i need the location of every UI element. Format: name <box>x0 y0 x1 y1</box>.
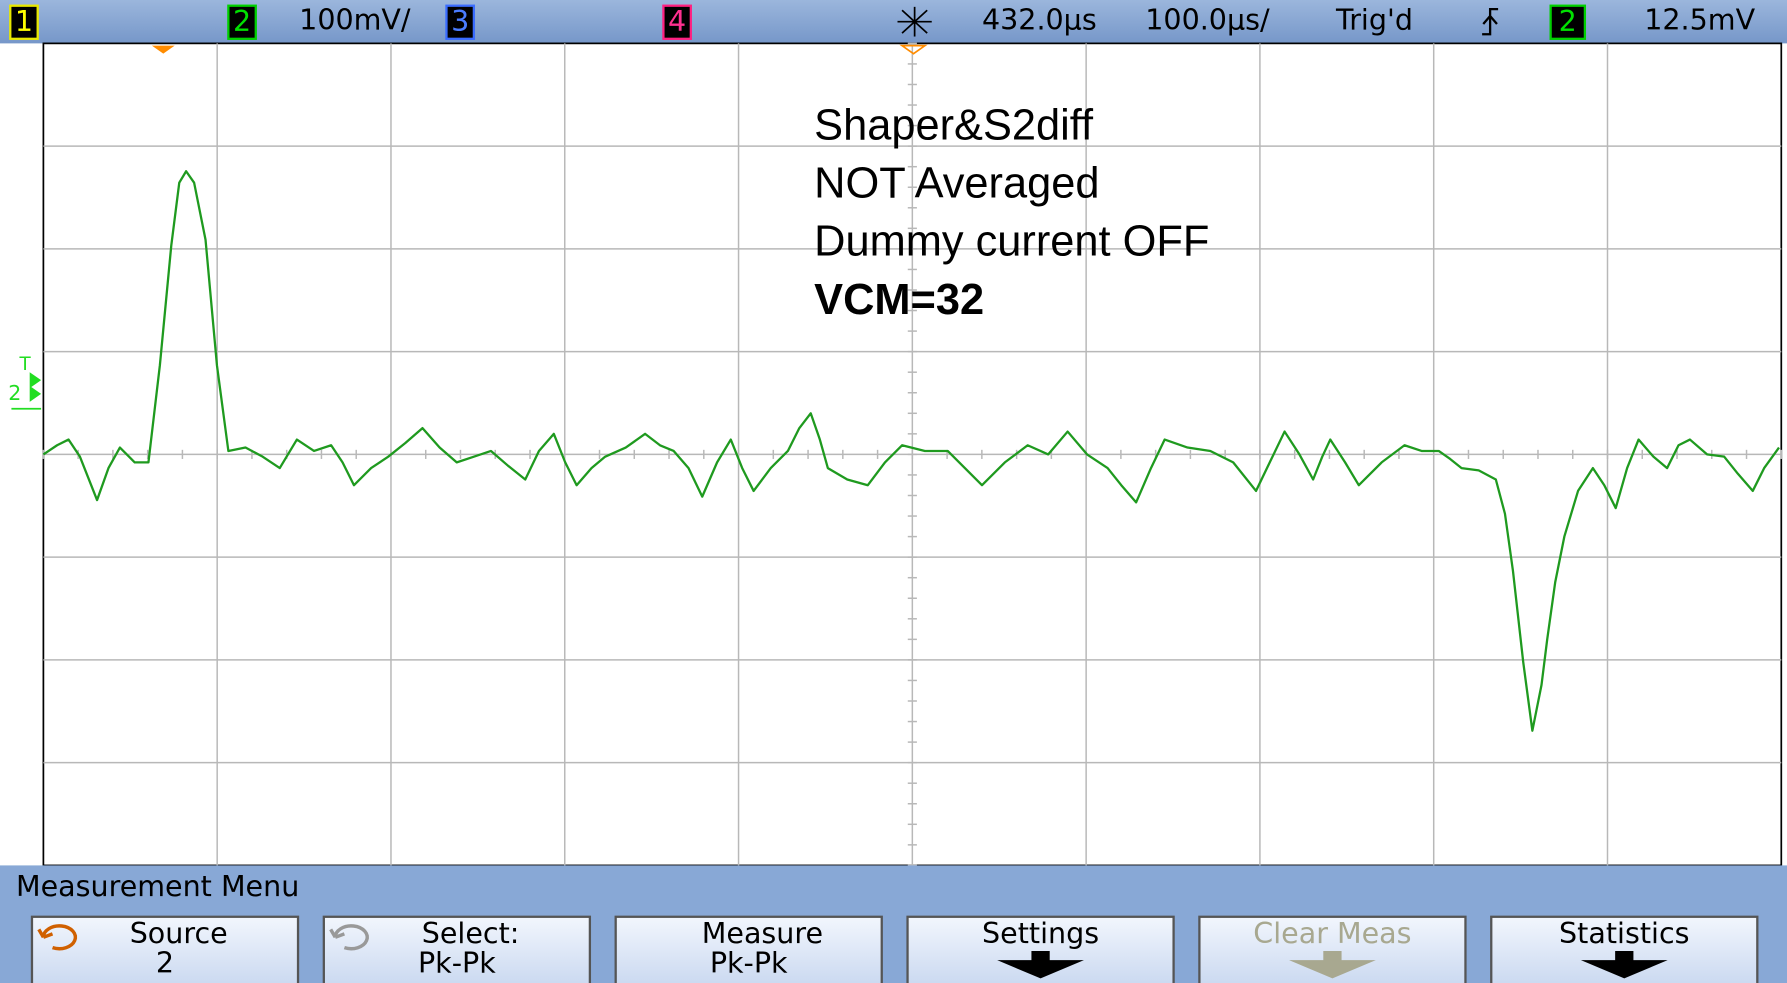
softkey-label[interactable]: Statistics <box>1559 917 1689 950</box>
softkey-label[interactable]: Clear Meas <box>1253 917 1411 950</box>
softkey-label[interactable]: Measure <box>702 917 823 950</box>
channel-2-scale: 100mV/ <box>299 4 411 37</box>
softkey-value[interactable]: Pk-Pk <box>710 947 788 980</box>
annotation-line: Dummy current OFF <box>814 218 1209 266</box>
scope-screen: 1 2 100mV/ 3 4 432.0µs 100.0µs/ Trig'd 2… <box>0 0 1787 983</box>
softkey-value[interactable]: Pk-Pk <box>418 947 496 980</box>
annotation-line: VCM=32 <box>814 276 984 324</box>
time-delay: 432.0µs <box>982 4 1097 37</box>
channel-3[interactable]: 3 <box>451 5 469 38</box>
trigger-level-label: T <box>19 354 32 375</box>
ground-label: 2 <box>8 381 21 405</box>
time-scale: 100.0µs/ <box>1145 4 1270 37</box>
softkey-label[interactable]: Source <box>130 917 228 950</box>
trigger-status: Trig'd <box>1335 4 1413 37</box>
trigger-source: 2 <box>1559 5 1577 38</box>
channel-2[interactable]: 2 <box>233 5 251 38</box>
channel-4[interactable]: 4 <box>668 5 686 38</box>
menu-title: Measurement Menu <box>16 870 299 903</box>
softkey-value[interactable]: 2 <box>156 947 174 980</box>
annotation-line: Shaper&S2diff <box>814 101 1094 149</box>
annotation-line: NOT Averaged <box>814 160 1099 208</box>
softkey-label[interactable]: Select: <box>422 917 520 950</box>
channel-marker <box>30 372 41 402</box>
trigger-level: 12.5mV <box>1644 4 1755 37</box>
status-bar <box>0 0 1787 43</box>
channel-1[interactable]: 1 <box>15 5 33 38</box>
run-icon <box>897 7 931 37</box>
softkey-label[interactable]: Settings <box>982 917 1099 950</box>
